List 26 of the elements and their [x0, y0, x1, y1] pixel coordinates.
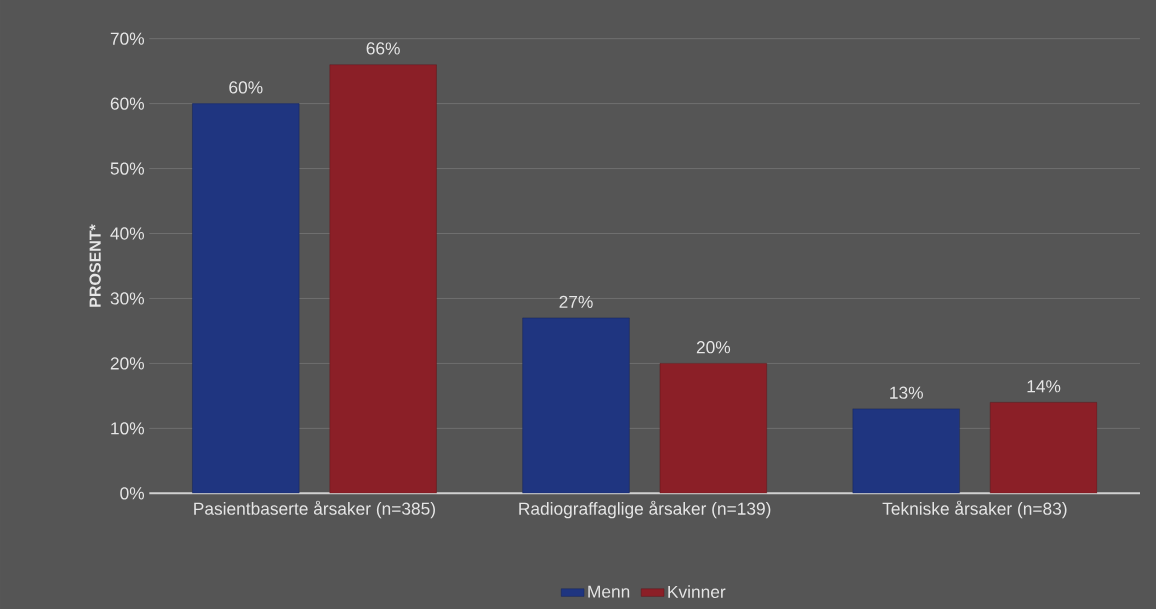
y-tick-label: 50% — [110, 162, 145, 175]
bar — [522, 317, 630, 494]
x-tick-label: Radiograffaglige årsaker (n=139) — [519, 500, 771, 519]
y-axis-title: PROSENT* — [89, 224, 101, 307]
y-tick-label: 30% — [110, 292, 145, 305]
bar — [659, 363, 767, 494]
y-tick-label: 40% — [110, 227, 145, 240]
data-label: 66% — [366, 42, 400, 55]
data-label: 60% — [229, 81, 263, 94]
data-label: 20% — [696, 341, 731, 354]
bar — [852, 408, 960, 494]
data-label: 27% — [559, 295, 593, 308]
bar — [989, 402, 1098, 494]
bar — [329, 64, 437, 494]
data-label: 14% — [1027, 380, 1061, 393]
x-tick-label: Pasientbaserte årsaker (n=385) — [194, 500, 435, 519]
y-tick-label: 70% — [110, 32, 145, 45]
bar — [192, 103, 300, 494]
y-tick-label: 10% — [111, 422, 145, 435]
legend-label: Kvinner — [668, 585, 726, 599]
y-tick-label: 60% — [110, 97, 145, 110]
x-tick-label: Tekniske årsaker (n=83) — [882, 500, 1067, 519]
data-label: 13% — [890, 386, 923, 399]
y-tick-label: 20% — [110, 357, 145, 370]
y-tick-label: 0% — [120, 487, 145, 500]
legend-label: Menn — [588, 585, 630, 598]
